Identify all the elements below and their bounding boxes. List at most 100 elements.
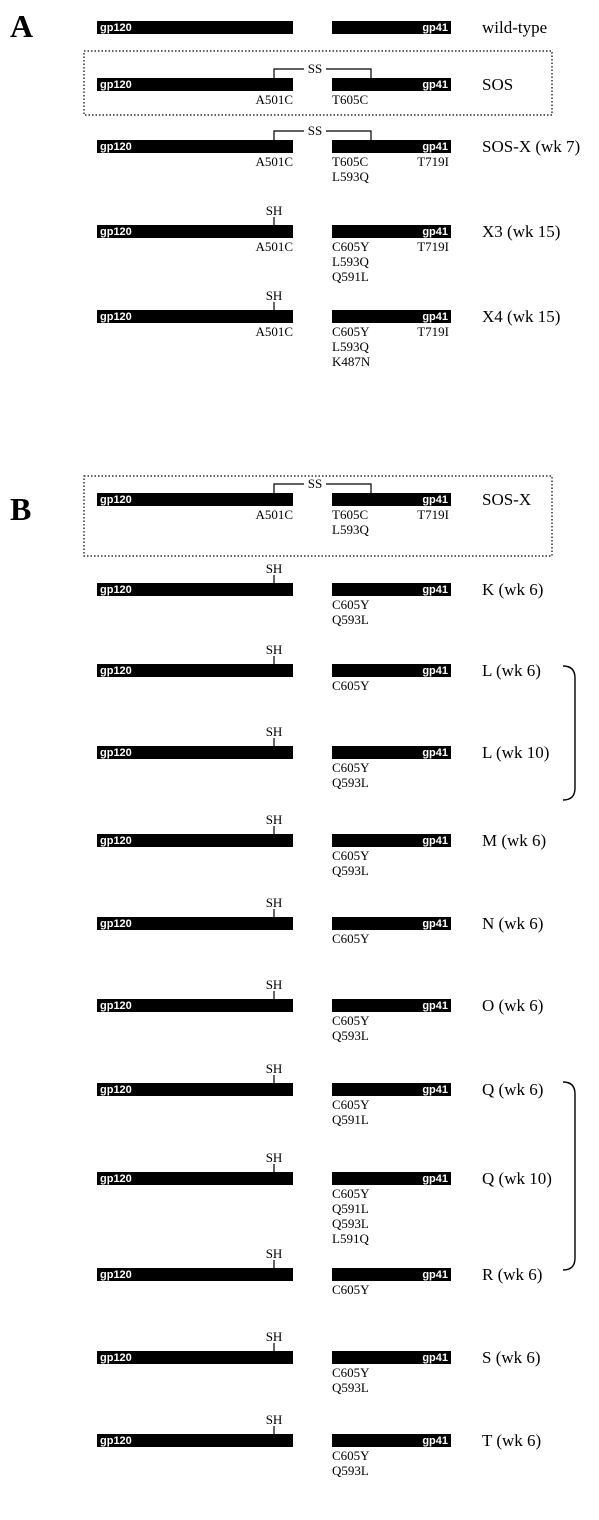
- construct-name: SOS-X: [482, 490, 531, 509]
- disulfide-bond-label: SS: [308, 123, 322, 138]
- construct-name: N (wk 6): [482, 914, 543, 933]
- gp41-mutation: C605Y: [332, 1448, 370, 1463]
- gp41-mutation: C605Y: [332, 931, 370, 946]
- gp41-bar: [332, 583, 451, 596]
- gp41-bar: [332, 1083, 451, 1096]
- gp41-bar: [332, 664, 451, 677]
- gp120-bar: [97, 583, 293, 596]
- gp41-bar-label: gp41: [422, 665, 448, 677]
- gp120-bar-label: gp120: [100, 835, 132, 847]
- gp120-bar: [97, 225, 293, 238]
- gp120-bar: [97, 140, 293, 153]
- gp41-bar-label: gp41: [422, 835, 448, 847]
- gp41-bar: [332, 21, 451, 34]
- gp41-bar: [332, 917, 451, 930]
- gp120-bar: [97, 1172, 293, 1185]
- gp41-mutation: K487N: [332, 354, 371, 369]
- construct-name: SOS-X (wk 7): [482, 137, 580, 156]
- gp120-mutation: A501C: [255, 92, 293, 107]
- gp41-mutation: Q591L: [332, 1112, 369, 1127]
- construct-name: X3 (wk 15): [482, 222, 560, 241]
- group-bracket: [562, 1081, 576, 1271]
- gp120-bar: [97, 917, 293, 930]
- free-thiol-label: SH: [266, 1150, 283, 1165]
- construct-name: L (wk 10): [482, 743, 549, 762]
- disulfide-bond-label: SS: [308, 476, 322, 491]
- gp41-bar-label: gp41: [422, 747, 448, 759]
- gp120-bar-label: gp120: [100, 584, 132, 596]
- gp120-bar-label: gp120: [100, 1352, 132, 1364]
- free-thiol-label: SH: [266, 895, 283, 910]
- gp120-bar: [97, 1083, 293, 1096]
- gp41-mutation: C605Y: [332, 678, 370, 693]
- gp41-mutation: L593Q: [332, 339, 369, 354]
- gp120-bar: [97, 999, 293, 1012]
- construct-name: X4 (wk 15): [482, 307, 560, 326]
- gp41-tail-mutation: T719I: [417, 154, 449, 169]
- free-thiol-label: SH: [266, 724, 283, 739]
- bond-label-background: [304, 479, 326, 489]
- gp41-mutation: Q593L: [332, 863, 369, 878]
- gp120-bar: [97, 1351, 293, 1364]
- gp41-mutation: C605Y: [332, 1186, 370, 1201]
- gp120-bar-label: gp120: [100, 918, 132, 930]
- gp120-bar: [97, 834, 293, 847]
- free-thiol-label: SH: [266, 977, 283, 992]
- gp120-bar-label: gp120: [100, 226, 132, 238]
- construct-name: M (wk 6): [482, 831, 546, 850]
- bond-label-background: [304, 64, 326, 74]
- gp41-bar-label: gp41: [422, 226, 448, 238]
- free-thiol-label: SH: [266, 1061, 283, 1076]
- gp41-mutation: C605Y: [332, 848, 370, 863]
- gp41-mutation: C605Y: [332, 1097, 370, 1112]
- gp41-mutation: L593Q: [332, 169, 369, 184]
- gp41-mutation: L591Q: [332, 1231, 369, 1246]
- panel-b-label: B: [10, 491, 31, 527]
- gp41-bar-label: gp41: [422, 1352, 448, 1364]
- gp41-bar: [332, 834, 451, 847]
- gp41-bar-label: gp41: [422, 141, 448, 153]
- gp120-bar: [97, 1434, 293, 1447]
- gp41-tail-mutation: T719I: [417, 239, 449, 254]
- gp41-bar-label: gp41: [422, 918, 448, 930]
- gp120-bar: [97, 746, 293, 759]
- gp120-bar-label: gp120: [100, 311, 132, 323]
- gp41-mutation: L593Q: [332, 522, 369, 537]
- gp41-bar: [332, 493, 451, 506]
- gp41-bar-label: gp41: [422, 1173, 448, 1185]
- bond-label-background: [304, 126, 326, 136]
- gp41-bar-label: gp41: [422, 1084, 448, 1096]
- gp41-mutation: C605Y: [332, 1282, 370, 1297]
- gp41-bar-label: gp41: [422, 79, 448, 91]
- gp41-bar: [332, 140, 451, 153]
- gp41-bar: [332, 999, 451, 1012]
- gp120-bar-label: gp120: [100, 494, 132, 506]
- gp120-bar-label: gp120: [100, 1173, 132, 1185]
- gp41-mutation: T605C: [332, 92, 368, 107]
- gp41-mutation: Q593L: [332, 1463, 369, 1478]
- gp120-bar-label: gp120: [100, 1000, 132, 1012]
- free-thiol-label: SH: [266, 561, 283, 576]
- gp41-bar-label: gp41: [422, 311, 448, 323]
- gp41-mutation: Q591L: [332, 269, 369, 284]
- gp41-bar: [332, 1351, 451, 1364]
- construct-name: L (wk 6): [482, 661, 541, 680]
- gp120-mutation: A501C: [255, 507, 293, 522]
- gp41-mutation: C605Y: [332, 1013, 370, 1028]
- gp120-bar: [97, 21, 293, 34]
- gp41-mutation: L593Q: [332, 254, 369, 269]
- gp120-bar-label: gp120: [100, 665, 132, 677]
- gp120-bar-label: gp120: [100, 1084, 132, 1096]
- construct-name: Q (wk 10): [482, 1169, 552, 1188]
- construct-name: S (wk 6): [482, 1348, 541, 1367]
- group-bracket: [562, 665, 576, 801]
- gp41-bar: [332, 1268, 451, 1281]
- disulfide-bond-label: SS: [308, 61, 322, 76]
- gp120-bar-label: gp120: [100, 22, 132, 34]
- gp120-bar-label: gp120: [100, 141, 132, 153]
- gp41-bar-label: gp41: [422, 494, 448, 506]
- gp120-bar-label: gp120: [100, 1269, 132, 1281]
- gp41-tail-mutation: T719I: [417, 507, 449, 522]
- gp41-bar: [332, 1434, 451, 1447]
